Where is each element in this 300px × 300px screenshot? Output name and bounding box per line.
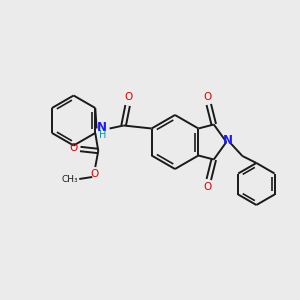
Text: O: O (204, 182, 212, 193)
Text: O: O (69, 143, 77, 153)
Text: H: H (99, 130, 106, 140)
Text: CH₃: CH₃ (62, 176, 79, 184)
Text: O: O (204, 92, 212, 101)
Text: O: O (124, 92, 133, 103)
Text: O: O (90, 169, 98, 179)
Text: N: N (97, 121, 106, 134)
Text: N: N (222, 134, 233, 148)
